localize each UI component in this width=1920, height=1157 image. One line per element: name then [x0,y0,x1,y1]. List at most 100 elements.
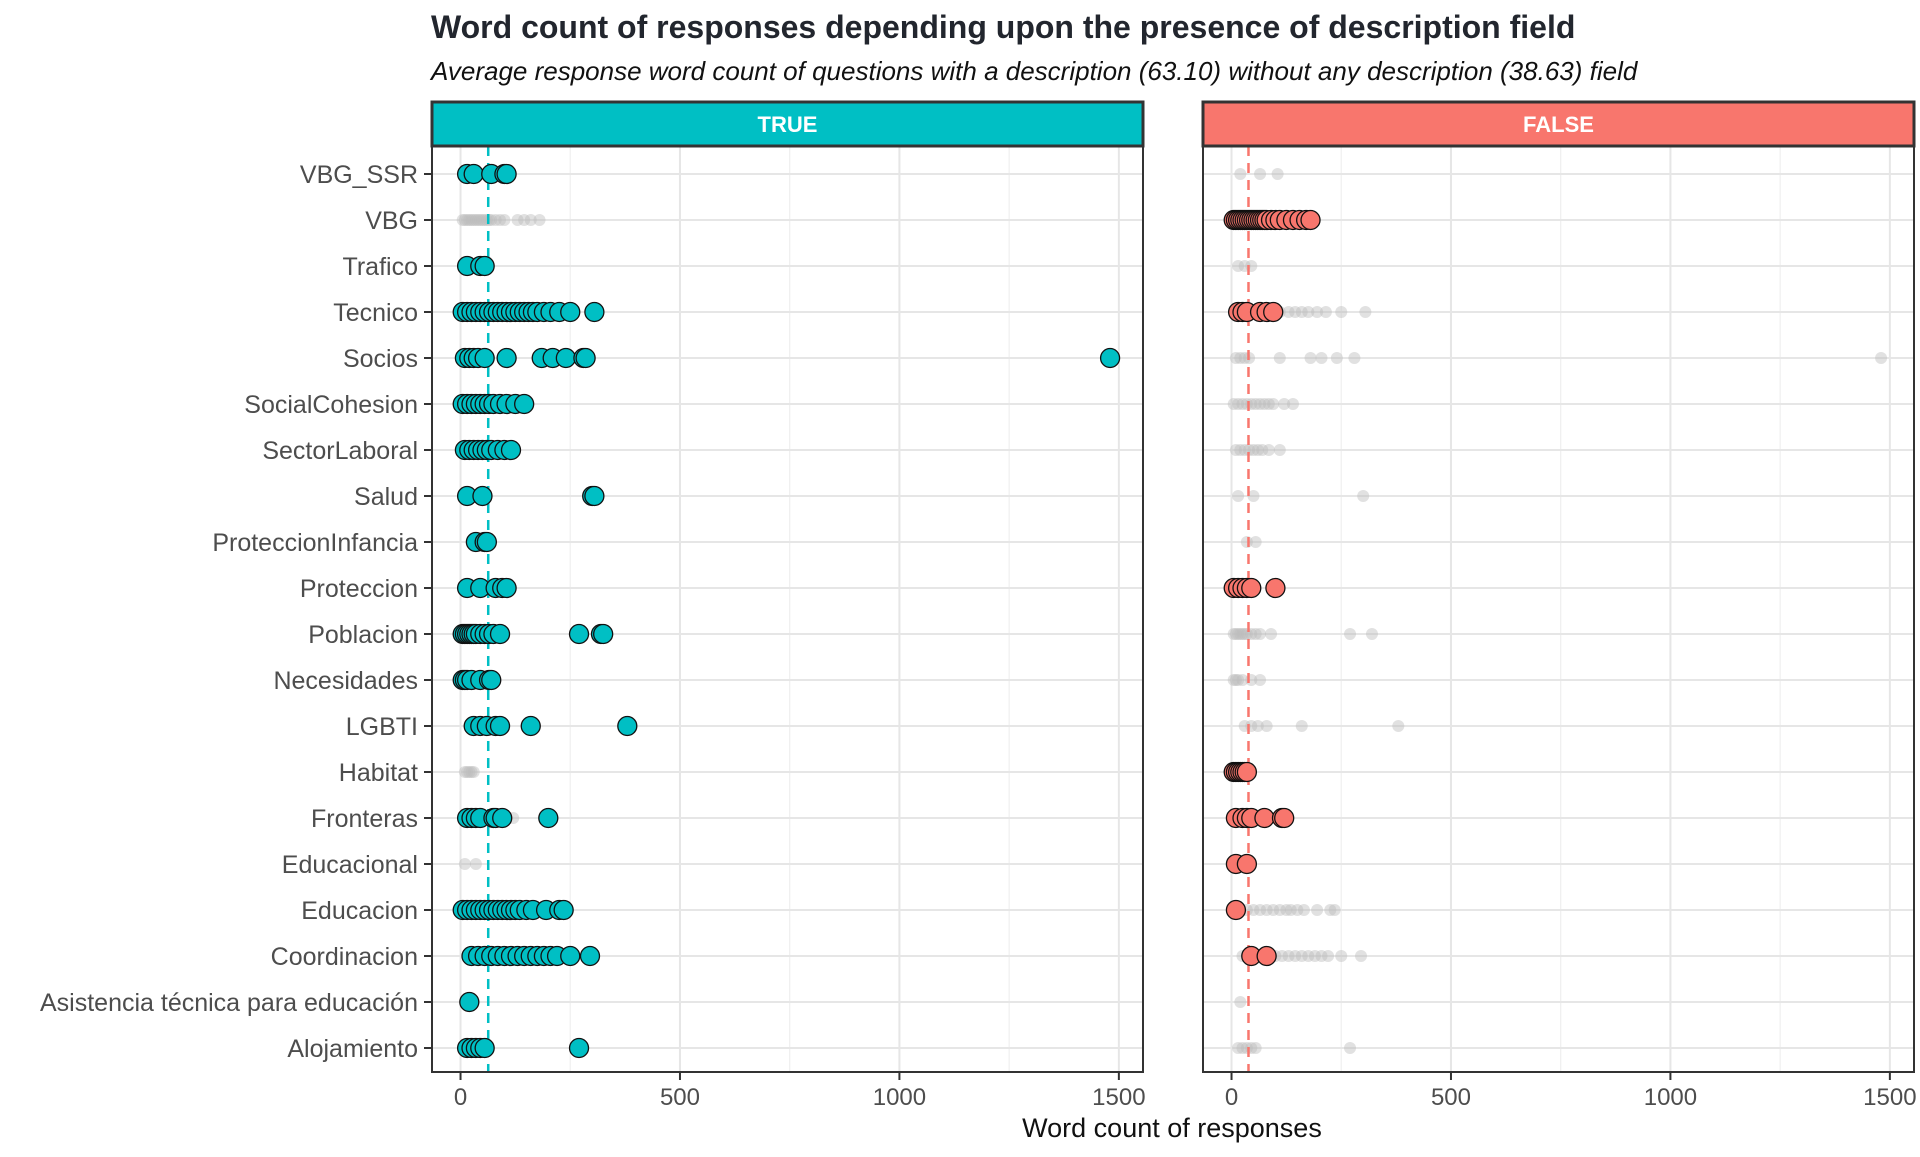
data-point [1265,577,1286,599]
faded-point [1267,398,1280,410]
y-tick-label: Fronteras [311,805,418,833]
y-tick-label: Coordinacion [271,943,418,971]
faded-point [456,214,469,226]
faded-point [1249,398,1262,410]
y-tick-label: Salud [354,483,418,511]
data-point [474,255,495,277]
faded-point [1330,352,1343,364]
faded-point [1227,398,1240,410]
faded-point [480,214,493,226]
faded-point [465,766,478,778]
faded-point [1304,352,1317,364]
faded-point [1315,352,1328,364]
data-point [1274,807,1295,829]
data-point [496,163,517,185]
data-point [500,439,522,461]
data-point [1300,209,1321,231]
faded-point [1227,674,1240,686]
faded-point [1267,904,1280,916]
faded-point [476,214,489,226]
faded-point [1278,398,1291,410]
data-point [575,347,596,369]
faded-point [1232,398,1245,410]
y-tick-label: VBG_SSR [300,161,418,189]
faded-point [1344,1042,1357,1054]
faded-point [1240,628,1253,640]
faded-point [1286,398,1299,410]
faded-point [1302,306,1315,318]
faded-point [1254,398,1267,410]
data-point [584,485,605,507]
faded-point [1234,444,1247,456]
faded-point [1284,904,1297,916]
faded-point [1302,950,1315,962]
data-point [1256,945,1277,967]
faded-point [1254,168,1267,180]
data-point [555,347,577,369]
faded-point [1355,950,1367,962]
faded-point [1365,628,1378,640]
faded-point [458,858,471,870]
data-point [492,807,513,829]
facet-strip-label: FALSE [1523,112,1594,137]
data-point [496,577,517,599]
panel-false: FALSE 0 500 1000 1500 [1201,100,1917,1111]
data-point [496,347,517,369]
data-point [560,301,581,323]
faded-point [1273,904,1286,916]
x-tick-label: 1000 [1644,1084,1697,1111]
faded-point [1311,904,1324,916]
faded-point [469,858,482,870]
faded-point [1236,398,1249,410]
faded-point [494,214,507,226]
faded-point [1344,628,1357,640]
faded-point [1249,1042,1262,1054]
y-tick-label: LGBTI [346,713,418,741]
faded-point [1232,674,1245,686]
data-point [538,807,559,829]
faded-point [1232,1042,1245,1054]
faded-point [1249,536,1262,548]
facet-strip-label: TRUE [758,112,818,137]
faded-point [1282,306,1295,318]
faded-point [472,214,485,226]
faded-point [1315,950,1328,962]
faded-point [458,214,471,226]
data-point [568,1037,590,1059]
y-tick-label: Necesidades [273,667,418,695]
data-point [1236,853,1258,875]
faded-point [533,214,546,226]
faded-point [1256,444,1269,456]
faded-point [467,214,480,226]
faded-point [1311,306,1324,318]
faded-point [1245,260,1258,272]
x-tick-label: 500 [1431,1084,1471,1111]
data-point [593,623,614,645]
faded-point [1229,674,1242,686]
faded-point [1236,628,1249,640]
faded-point [1392,720,1405,732]
faded-point [1289,306,1302,318]
faded-point [1251,720,1264,732]
faded-point [461,766,474,778]
faded-point [465,214,478,226]
data-point [459,991,480,1013]
faded-point [1282,950,1295,962]
faded-point [1232,260,1245,272]
data-point [472,485,493,507]
faded-point [1297,904,1310,916]
y-tick-label: Proteccion [300,575,418,603]
y-tick-label: Asistencia técnica para educación [40,989,418,1017]
faded-point [1273,444,1286,456]
faded-point [1234,168,1247,180]
faded-point [1273,352,1286,364]
data-point [1236,761,1258,783]
faded-point [1280,904,1293,916]
data-point [476,531,498,553]
data-point [489,715,511,737]
faded-point [1240,536,1253,548]
data-point [568,623,590,645]
faded-point [1251,444,1264,456]
